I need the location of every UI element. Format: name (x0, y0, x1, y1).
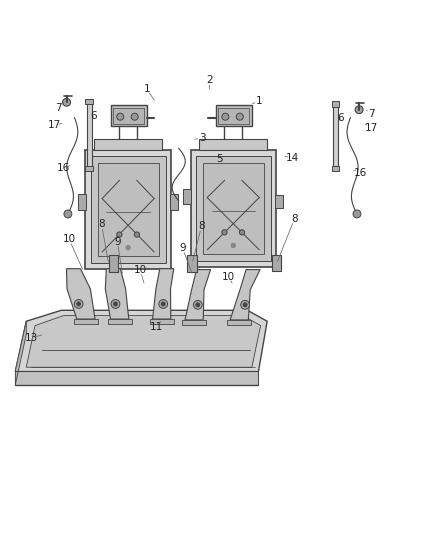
Bar (109, 255, 118, 272)
Bar (78, 194, 86, 209)
Polygon shape (227, 320, 251, 325)
Bar (191, 150, 276, 266)
Bar (187, 255, 197, 272)
Bar (332, 166, 339, 171)
Text: 9: 9 (114, 237, 121, 247)
Polygon shape (230, 270, 260, 320)
Circle shape (222, 230, 227, 235)
Text: 10: 10 (222, 272, 235, 281)
Text: 13: 13 (25, 333, 38, 343)
Text: 10: 10 (134, 265, 147, 275)
Polygon shape (15, 310, 267, 372)
Circle shape (243, 303, 247, 307)
Circle shape (131, 113, 138, 120)
Bar (272, 255, 281, 271)
Text: 1: 1 (256, 96, 263, 106)
Bar (199, 140, 267, 150)
Polygon shape (26, 316, 261, 367)
Bar (110, 106, 146, 126)
Circle shape (113, 302, 118, 306)
Text: 9: 9 (179, 243, 186, 253)
Circle shape (111, 300, 120, 308)
Circle shape (63, 98, 71, 106)
Text: 7: 7 (55, 102, 62, 112)
Bar (113, 108, 144, 124)
Circle shape (241, 301, 250, 309)
Circle shape (231, 243, 236, 248)
Polygon shape (150, 319, 173, 324)
Circle shape (222, 113, 229, 120)
Polygon shape (185, 270, 211, 320)
Bar (332, 101, 339, 107)
Text: 10: 10 (63, 235, 76, 244)
Circle shape (194, 301, 202, 309)
Bar (183, 189, 191, 204)
Text: 11: 11 (150, 321, 163, 332)
Circle shape (64, 210, 72, 218)
Bar (333, 104, 338, 170)
Text: 17: 17 (364, 123, 378, 133)
Bar (170, 194, 178, 209)
Bar (91, 156, 166, 263)
Text: 8: 8 (198, 221, 205, 231)
Bar (215, 106, 251, 126)
Bar (275, 195, 283, 208)
Bar (196, 156, 271, 261)
Circle shape (161, 302, 166, 306)
Bar (94, 140, 162, 150)
Text: 14: 14 (286, 154, 299, 163)
Bar (85, 166, 93, 171)
Polygon shape (108, 319, 131, 324)
Circle shape (159, 300, 168, 308)
Circle shape (77, 302, 81, 306)
Text: 16: 16 (57, 164, 70, 173)
Text: 7: 7 (367, 109, 374, 119)
Text: 8: 8 (291, 214, 298, 224)
Bar (85, 150, 171, 269)
Bar (85, 99, 93, 104)
Polygon shape (74, 319, 98, 324)
Polygon shape (182, 320, 206, 325)
Circle shape (126, 246, 130, 250)
Text: 6: 6 (90, 111, 97, 122)
Polygon shape (15, 371, 258, 385)
Circle shape (196, 303, 200, 307)
Circle shape (237, 113, 244, 120)
Circle shape (353, 210, 361, 218)
Circle shape (117, 232, 122, 237)
Text: 2: 2 (206, 75, 213, 85)
Bar (203, 163, 264, 254)
Text: 6: 6 (337, 114, 344, 124)
Circle shape (74, 300, 83, 308)
Polygon shape (152, 269, 174, 319)
Circle shape (134, 232, 139, 237)
Circle shape (239, 230, 244, 235)
Text: 3: 3 (199, 133, 206, 143)
Polygon shape (105, 269, 129, 319)
Bar (98, 163, 159, 256)
Text: 5: 5 (216, 154, 223, 164)
Bar (218, 108, 250, 124)
Polygon shape (67, 269, 95, 319)
Bar (87, 102, 92, 170)
Text: 1: 1 (143, 84, 150, 94)
Text: 17: 17 (48, 120, 61, 131)
Polygon shape (15, 321, 26, 385)
Circle shape (355, 106, 363, 114)
Circle shape (117, 113, 124, 120)
Text: 16: 16 (353, 168, 367, 178)
Text: 8: 8 (98, 220, 105, 229)
